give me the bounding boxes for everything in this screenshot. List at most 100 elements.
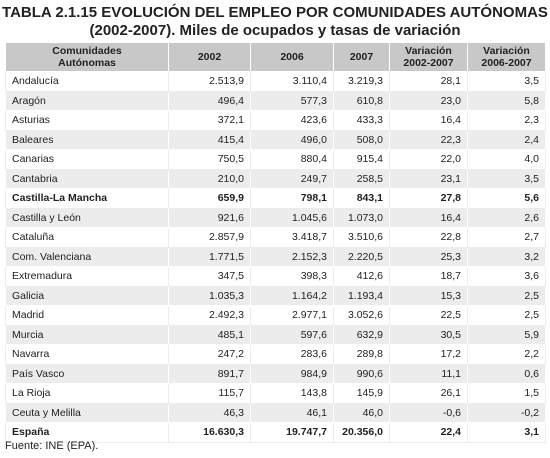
value-cell: 3,5 [467, 71, 546, 92]
value-cell: 258,5 [333, 168, 390, 189]
table-row: Andalucía 2.513,9 3.110,4 3.219,3 28,1 3,5 [5, 71, 546, 92]
value-cell: 496,4 [168, 90, 251, 111]
value-cell: 1.164,2 [250, 285, 334, 306]
value-cell: 11,1 [389, 363, 468, 384]
value-cell: 347,5 [168, 266, 251, 287]
value-cell: 22,4 [389, 422, 468, 443]
region-cell: Baleares [5, 129, 169, 150]
value-cell: 915,4 [333, 149, 390, 170]
value-cell: 46,1 [250, 402, 334, 423]
value-cell: 632,9 [333, 324, 390, 345]
value-cell: 984,9 [250, 363, 334, 384]
value-cell: 508,0 [333, 129, 390, 150]
value-cell: 2.977,1 [250, 305, 334, 326]
header-cell: Variación 2006-2007 [467, 42, 546, 72]
value-cell: 3.510,6 [333, 227, 390, 248]
value-cell: 1.193,4 [333, 285, 390, 306]
table-row: Cantabria 210,0 249,7 258,5 23,1 3,5 [5, 168, 546, 189]
table-row: Galicia 1.035,3 1.164,2 1.193,4 15,3 2,5 [5, 285, 546, 306]
region-cell: Ceuta y Melilla [5, 402, 169, 423]
value-cell: 3,1 [467, 422, 546, 443]
value-cell: 2.220,5 [333, 246, 390, 267]
value-cell: 2.152,3 [250, 246, 334, 267]
value-cell: 659,9 [168, 188, 251, 209]
table-row: País Vasco 891,7 984,9 990,6 11,1 0,6 [5, 363, 546, 384]
value-cell: 16,4 [389, 207, 468, 228]
source: Fuente: INE (EPA). [5, 440, 99, 452]
value-cell: 372,1 [168, 110, 251, 131]
region-cell: España [5, 422, 169, 443]
header-text: Variación [405, 45, 452, 57]
value-cell: 22,0 [389, 149, 468, 170]
value-cell: 22,5 [389, 305, 468, 326]
header-text: 2002 [197, 51, 222, 63]
table-row: Cataluña 2.857,9 3.418,7 3.510,6 22,8 2,7 [5, 227, 546, 248]
header-cell: Comunidades Autónomas [5, 42, 169, 72]
region-cell: Aragón [5, 90, 169, 111]
value-cell: 18,7 [389, 266, 468, 287]
value-cell: 921,6 [168, 207, 251, 228]
header-text: Comunidades [52, 45, 122, 57]
value-cell: 22,3 [389, 129, 468, 150]
header-cell: 2006 [250, 42, 334, 72]
value-cell: 485,1 [168, 324, 251, 345]
value-cell: 990,6 [333, 363, 390, 384]
table-row: Castilla-La Mancha 659,9 798,1 843,1 27,8 5,6 [5, 188, 546, 209]
value-cell: 2.857,9 [168, 227, 251, 248]
value-cell: 843,1 [333, 188, 390, 209]
value-cell: 0,6 [467, 363, 546, 384]
header-text: Variación [483, 45, 530, 57]
value-cell: 2,6 [467, 207, 546, 228]
region-cell: Galicia [5, 285, 169, 306]
table-row: Ceuta y Melilla 46,3 46,1 46,0 -0,6 -0,2 [5, 402, 546, 423]
value-cell: 46,0 [333, 402, 390, 423]
value-cell: 2,4 [467, 129, 546, 150]
header-text: 2006-2007 [481, 57, 532, 69]
value-cell: 5,6 [467, 188, 546, 209]
value-cell: 577,3 [250, 90, 334, 111]
header-cell: 2007 [333, 42, 390, 72]
value-cell: 2,5 [467, 305, 546, 326]
value-cell: 145,9 [333, 383, 390, 404]
value-cell: 46,3 [168, 402, 251, 423]
header-text: Autónomas [58, 57, 116, 69]
value-cell: 15,3 [389, 285, 468, 306]
value-cell: 798,1 [250, 188, 334, 209]
title-line: TABLA 2.1.15 EVOLUCIÓN DEL EMPLEO POR CO… [2, 4, 548, 21]
value-cell: 412,6 [333, 266, 390, 287]
region-cell: Cataluña [5, 227, 169, 248]
header-text: 2006 [280, 51, 304, 63]
value-cell: 22,8 [389, 227, 468, 248]
value-cell: 3.052,6 [333, 305, 390, 326]
value-cell: 2.513,9 [168, 71, 251, 92]
table: Comunidades Autónomas 2002 2006 2007 Variació… [5, 42, 546, 443]
value-cell: 249,7 [250, 168, 334, 189]
region-cell: Extremadura [5, 266, 169, 287]
value-cell: 27,8 [389, 188, 468, 209]
value-cell: 16,4 [389, 110, 468, 131]
value-cell: 283,6 [250, 344, 334, 365]
value-cell: -0,2 [467, 402, 546, 423]
value-cell: -0,6 [389, 402, 468, 423]
region-cell: Madrid [5, 305, 169, 326]
value-cell: 398,3 [250, 266, 334, 287]
value-cell: 496,0 [250, 129, 334, 150]
region-cell: Castilla y León [5, 207, 169, 228]
value-cell: 597,6 [250, 324, 334, 345]
table-row: Asturias 372,1 423,6 433,3 16,4 2,3 [5, 110, 546, 131]
value-cell: 247,2 [168, 344, 251, 365]
header-text: 2007 [349, 51, 374, 63]
header-row: Comunidades Autónomas 2002 2006 2007 Variació… [5, 42, 546, 72]
region-cell: Canarias [5, 149, 169, 170]
title-line: (2002-2007). Miles de ocupados y tasas d… [89, 22, 461, 39]
value-cell: 2,3 [467, 110, 546, 131]
value-cell: 19.747,7 [250, 422, 334, 443]
value-cell: 891,7 [168, 363, 251, 384]
value-cell: 1.045,6 [250, 207, 334, 228]
value-cell: 25,3 [389, 246, 468, 267]
region-cell: Asturias [5, 110, 169, 131]
value-cell: 415,4 [168, 129, 251, 150]
value-cell: 5,8 [467, 90, 546, 111]
value-cell: 143,8 [250, 383, 334, 404]
